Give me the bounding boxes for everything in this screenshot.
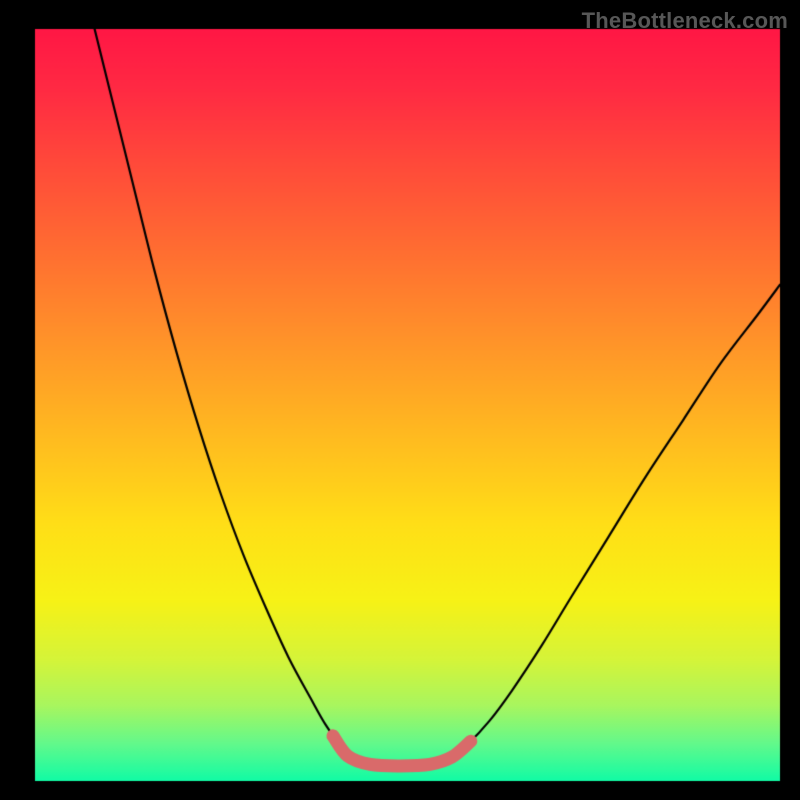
bottleneck-curve-chart xyxy=(0,0,800,800)
chart-stage: TheBottleneck.com xyxy=(0,0,800,800)
watermark-label: TheBottleneck.com xyxy=(582,8,788,34)
